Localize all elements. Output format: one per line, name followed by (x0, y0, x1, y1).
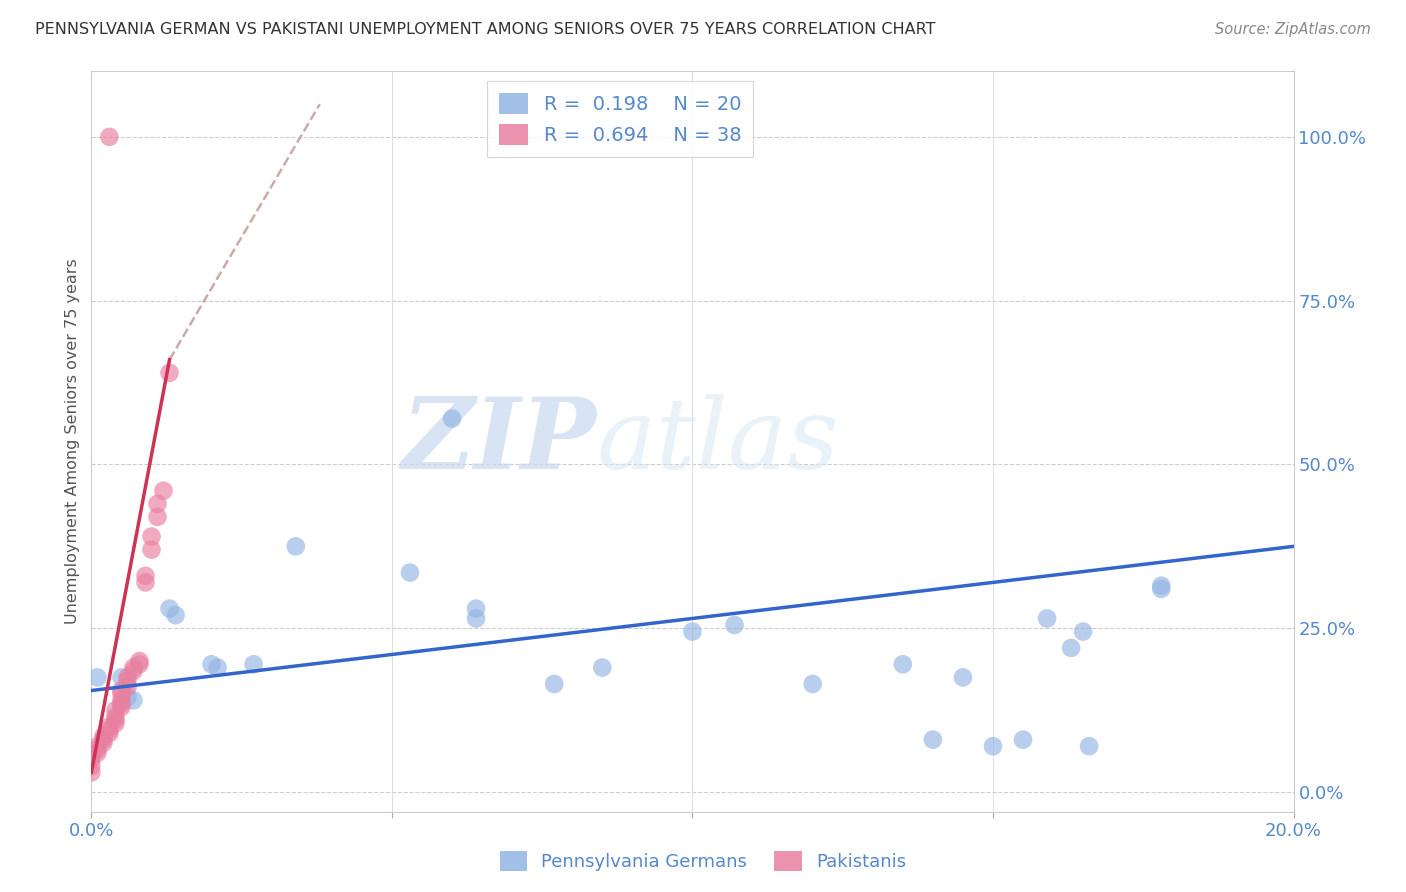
Point (80, 759, 103, 773)
Point (110, 697, 132, 711)
Point (146, 509, 169, 524)
Point (891, 657, 914, 672)
Y-axis label: Unemployment Among Seniors over 75 years: Unemployment Among Seniors over 75 years (65, 259, 80, 624)
Point (110, 687, 132, 701)
Point (146, 497, 169, 511)
Point (86, 670, 108, 684)
Point (80, 765, 103, 780)
Point (1150, 582, 1173, 596)
Point (98, 129, 121, 144)
Point (117, 670, 139, 684)
Point (122, 693, 145, 707)
Point (93, 736, 115, 750)
Point (681, 624, 703, 639)
Point (465, 601, 488, 615)
Point (207, 660, 229, 674)
Point (117, 690, 139, 704)
Point (80, 749, 103, 764)
Point (543, 677, 565, 691)
Point (1060, 640, 1083, 655)
Point (93, 730, 115, 744)
Point (440, 411, 463, 425)
Point (98, 726, 121, 740)
Point (591, 660, 613, 674)
Text: Source: ZipAtlas.com: Source: ZipAtlas.com (1215, 22, 1371, 37)
Point (465, 611, 488, 625)
Point (723, 618, 745, 632)
Point (141, 530, 163, 544)
Point (399, 566, 422, 580)
Point (93, 732, 115, 747)
Text: PENNSYLVANIA GERMAN VS PAKISTANI UNEMPLOYMENT AMONG SENIORS OVER 75 YEARS CORREL: PENNSYLVANIA GERMAN VS PAKISTANI UNEMPLO… (35, 22, 935, 37)
Point (128, 657, 150, 672)
Point (1012, 732, 1035, 747)
Point (117, 673, 139, 688)
Point (86, 739, 108, 754)
Point (110, 699, 132, 714)
Point (159, 601, 181, 615)
Point (122, 664, 145, 678)
Point (134, 569, 156, 583)
Point (98, 723, 121, 737)
Point (1150, 579, 1173, 593)
Point (122, 660, 145, 674)
Point (104, 709, 127, 723)
Point (80, 752, 103, 766)
Point (159, 366, 181, 380)
Point (128, 654, 150, 668)
Legend: R =  0.198    N = 20, R =  0.694    N = 38: R = 0.198 N = 20, R = 0.694 N = 38 (488, 81, 754, 156)
Point (801, 677, 824, 691)
Point (104, 713, 127, 727)
Point (98, 720, 121, 734)
Point (1071, 624, 1094, 639)
Point (1078, 739, 1101, 754)
Point (141, 542, 163, 557)
Text: atlas: atlas (596, 394, 839, 489)
Text: ZIP: ZIP (401, 393, 596, 490)
Point (104, 716, 127, 731)
Point (152, 483, 174, 498)
Point (110, 693, 132, 707)
Point (134, 575, 156, 590)
Point (104, 703, 127, 717)
Point (922, 732, 945, 747)
Point (201, 657, 224, 672)
Point (86, 746, 108, 760)
Point (117, 680, 139, 694)
Point (110, 683, 132, 698)
Point (284, 540, 307, 554)
Point (981, 739, 1004, 754)
Point (242, 657, 264, 672)
Legend: Pennsylvania Germans, Pakistanis: Pennsylvania Germans, Pakistanis (492, 844, 914, 879)
Point (952, 670, 974, 684)
Point (1036, 611, 1059, 625)
Point (110, 670, 132, 684)
Point (165, 608, 187, 623)
Point (86, 742, 108, 756)
